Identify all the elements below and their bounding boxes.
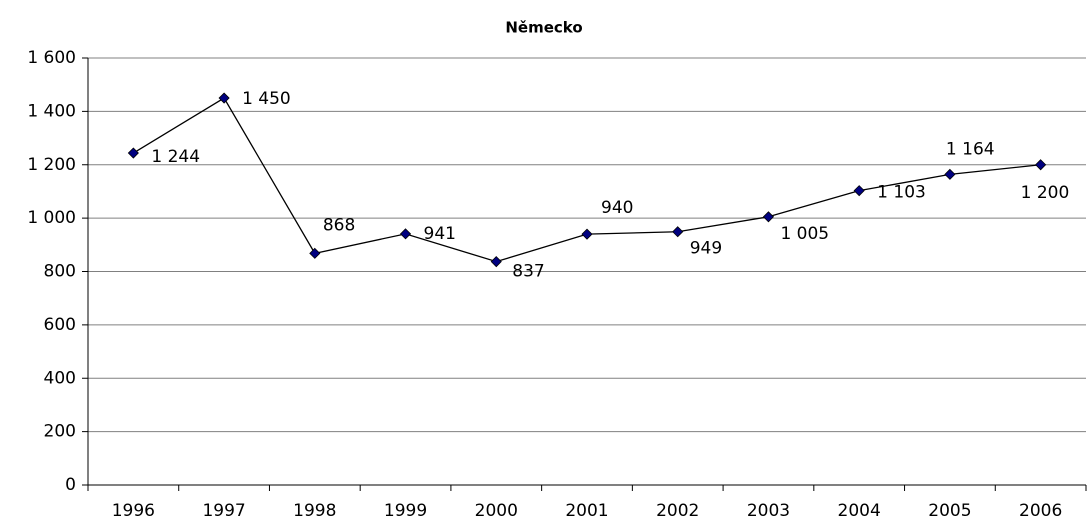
marker <box>218 92 230 104</box>
marker <box>399 228 412 240</box>
y-tick-label: 600 <box>44 315 76 335</box>
x-tick-label: 2001 <box>565 501 608 521</box>
data-label: 1 244 <box>151 147 200 167</box>
marker <box>490 256 502 268</box>
marker <box>762 211 775 223</box>
x-tick-label: 1996 <box>112 501 155 521</box>
data-label: 1 450 <box>242 89 291 109</box>
x-tick-label: 1999 <box>384 501 427 521</box>
x-tick-label: 2000 <box>475 501 518 521</box>
marker <box>853 185 865 197</box>
marker <box>672 226 684 238</box>
data-label: 941 <box>424 224 456 244</box>
y-tick-label: 800 <box>44 262 76 282</box>
marker <box>1035 159 1047 171</box>
y-tick-label: 1 000 <box>27 208 76 228</box>
x-tick-label: 2006 <box>1019 501 1062 521</box>
data-label: 837 <box>512 262 544 282</box>
x-tick-label: 2005 <box>928 501 971 521</box>
data-label: 1 164 <box>946 139 995 159</box>
x-tick-label: 2002 <box>656 501 699 521</box>
marker <box>309 247 321 259</box>
marker <box>581 228 593 240</box>
x-tick-label: 2003 <box>747 501 790 521</box>
marker <box>944 168 956 180</box>
chart-title: Německo <box>505 19 582 37</box>
y-tick-label: 400 <box>44 368 76 388</box>
y-tick-label: 1 200 <box>27 155 76 175</box>
data-label: 1 103 <box>877 183 926 203</box>
y-tick-label: 0 <box>65 475 76 495</box>
data-label: 1 005 <box>780 224 829 244</box>
data-label: 940 <box>601 198 633 218</box>
x-tick-label: 1997 <box>202 501 245 521</box>
data-label: 949 <box>690 239 722 259</box>
data-label: 1 200 <box>1021 183 1070 203</box>
x-tick-label: 2004 <box>838 501 881 521</box>
y-tick-label: 200 <box>44 422 76 442</box>
x-tick-label: 1998 <box>293 501 336 521</box>
data-label: 868 <box>323 215 355 235</box>
y-tick-label: 1 400 <box>27 101 76 121</box>
y-tick-label: 1 600 <box>27 48 76 68</box>
marker <box>127 147 139 159</box>
